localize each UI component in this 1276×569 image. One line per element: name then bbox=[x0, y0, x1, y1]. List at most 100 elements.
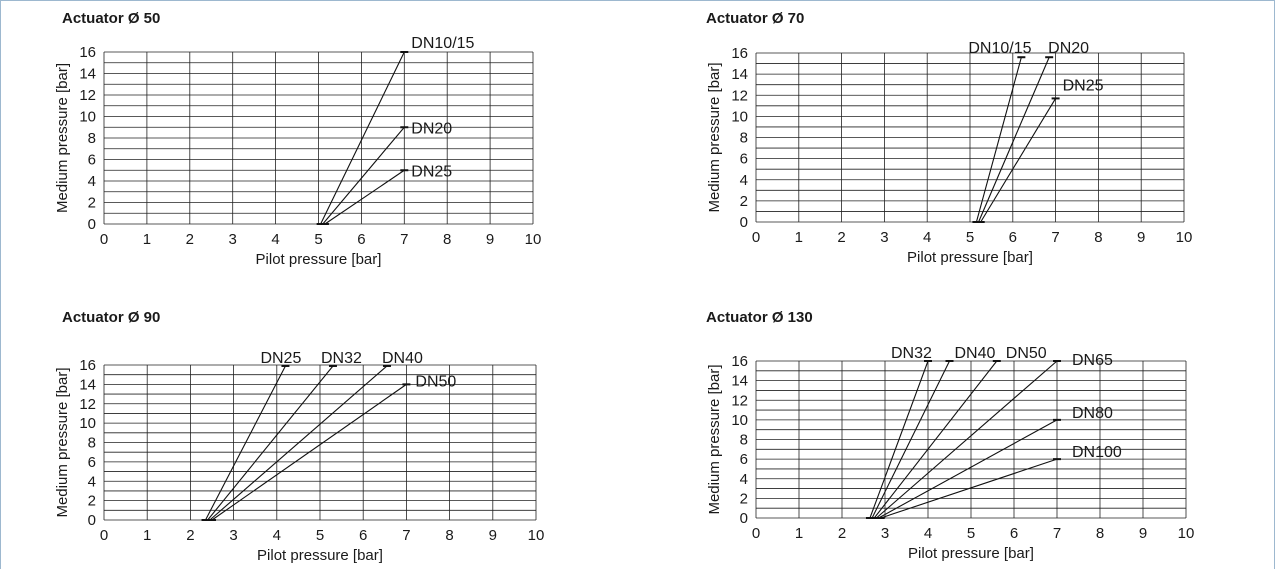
y-tick-label: 2 bbox=[740, 490, 748, 507]
x-tick-label: 6 bbox=[1010, 525, 1018, 542]
x-tick-label: 6 bbox=[357, 231, 365, 248]
y-axis-label: Medium pressure [bar] bbox=[706, 62, 723, 212]
y-tick-label: 12 bbox=[731, 392, 748, 409]
y-tick-label: 10 bbox=[79, 109, 96, 126]
y-tick-label: 8 bbox=[88, 435, 96, 452]
y-tick-label: 0 bbox=[88, 512, 96, 529]
series-label: DN20 bbox=[411, 120, 452, 137]
series-label: DN25 bbox=[260, 350, 301, 367]
y-tick-label: 2 bbox=[740, 193, 748, 210]
series-line bbox=[880, 458, 1058, 519]
x-tick-label: 7 bbox=[1053, 525, 1061, 542]
series-line bbox=[209, 365, 388, 521]
x-tick-label: 9 bbox=[489, 527, 497, 544]
x-axis-label: Pilot pressure [bar] bbox=[257, 547, 383, 564]
y-axis-label: Medium pressure [bar] bbox=[54, 367, 71, 517]
y-tick-label: 10 bbox=[731, 412, 748, 429]
y-tick-label: 14 bbox=[79, 66, 96, 83]
y-tick-label: 12 bbox=[731, 87, 748, 104]
y-tick-label: 4 bbox=[740, 471, 748, 488]
series-line bbox=[871, 360, 950, 519]
y-tick-label: 0 bbox=[740, 510, 748, 527]
x-axis-label: Pilot pressure [bar] bbox=[256, 251, 382, 268]
x-tick-label: 0 bbox=[752, 525, 760, 542]
x-tick-label: 8 bbox=[445, 527, 453, 544]
series-label: DN10/15 bbox=[411, 35, 474, 52]
series-label: DN50 bbox=[1006, 345, 1047, 362]
x-tick-label: 5 bbox=[316, 527, 324, 544]
y-tick-label: 8 bbox=[88, 130, 96, 147]
y-tick-label: 14 bbox=[731, 373, 748, 390]
chart-title: Actuator Ø 90 bbox=[62, 309, 161, 326]
y-tick-label: 12 bbox=[79, 87, 96, 104]
series-line bbox=[320, 51, 405, 225]
series-label: DN50 bbox=[415, 373, 456, 390]
x-tick-label: 10 bbox=[528, 527, 545, 544]
x-tick-label: 3 bbox=[881, 525, 889, 542]
y-tick-label: 0 bbox=[740, 214, 748, 231]
x-tick-label: 9 bbox=[1137, 229, 1145, 246]
x-tick-label: 8 bbox=[1096, 525, 1104, 542]
series-label: DN40 bbox=[955, 345, 996, 362]
series-line bbox=[978, 57, 1050, 223]
y-tick-label: 8 bbox=[740, 130, 748, 147]
series-label: DN32 bbox=[321, 350, 362, 367]
series-label: DN25 bbox=[411, 163, 452, 180]
x-tick-label: 0 bbox=[100, 231, 108, 248]
series-label: DN25 bbox=[1063, 77, 1104, 94]
x-tick-label: 1 bbox=[143, 527, 151, 544]
chart-title: Actuator Ø 70 bbox=[706, 10, 805, 27]
series-line bbox=[205, 365, 286, 521]
x-tick-label: 1 bbox=[143, 231, 151, 248]
series-line bbox=[873, 360, 998, 519]
y-tick-label: 14 bbox=[79, 376, 96, 393]
x-tick-label: 7 bbox=[1051, 229, 1059, 246]
series-line bbox=[975, 57, 1022, 223]
y-tick-label: 6 bbox=[740, 151, 748, 168]
x-tick-label: 3 bbox=[229, 527, 237, 544]
y-axis-label: Medium pressure [bar] bbox=[54, 63, 71, 213]
x-tick-label: 2 bbox=[186, 231, 194, 248]
y-axis-label: Medium pressure [bar] bbox=[706, 364, 723, 514]
x-tick-label: 6 bbox=[359, 527, 367, 544]
x-tick-label: 0 bbox=[100, 527, 108, 544]
series-line bbox=[876, 360, 1058, 519]
y-tick-label: 16 bbox=[79, 357, 96, 374]
x-tick-label: 3 bbox=[229, 231, 237, 248]
series-line bbox=[869, 360, 929, 519]
x-tick-label: 9 bbox=[486, 231, 494, 248]
y-tick-label: 16 bbox=[79, 44, 96, 61]
y-tick-label: 8 bbox=[740, 432, 748, 449]
x-tick-label: 4 bbox=[271, 231, 279, 248]
series-label: DN20 bbox=[1048, 40, 1089, 57]
x-tick-label: 10 bbox=[1178, 525, 1195, 542]
x-tick-label: 5 bbox=[314, 231, 322, 248]
y-tick-label: 4 bbox=[88, 473, 96, 490]
chart-title: Actuator Ø 50 bbox=[62, 10, 161, 27]
series-line bbox=[878, 419, 1058, 519]
y-tick-label: 2 bbox=[88, 195, 96, 212]
x-tick-label: 10 bbox=[525, 231, 542, 248]
x-tick-label: 4 bbox=[924, 525, 932, 542]
x-tick-label: 2 bbox=[838, 525, 846, 542]
chart-title: Actuator Ø 130 bbox=[706, 309, 813, 326]
y-tick-label: 2 bbox=[88, 493, 96, 510]
series-label: DN40 bbox=[382, 350, 423, 367]
x-tick-label: 8 bbox=[443, 231, 451, 248]
series-label: DN80 bbox=[1072, 405, 1113, 422]
x-axis-label: Pilot pressure [bar] bbox=[908, 545, 1034, 562]
x-tick-label: 3 bbox=[880, 229, 888, 246]
y-tick-label: 14 bbox=[731, 66, 748, 83]
y-tick-label: 4 bbox=[740, 172, 748, 189]
x-tick-label: 5 bbox=[966, 229, 974, 246]
series-line bbox=[980, 98, 1057, 223]
x-tick-label: 5 bbox=[967, 525, 975, 542]
y-tick-label: 10 bbox=[731, 108, 748, 125]
x-tick-label: 1 bbox=[795, 525, 803, 542]
x-tick-label: 2 bbox=[186, 527, 194, 544]
y-tick-label: 10 bbox=[79, 415, 96, 432]
